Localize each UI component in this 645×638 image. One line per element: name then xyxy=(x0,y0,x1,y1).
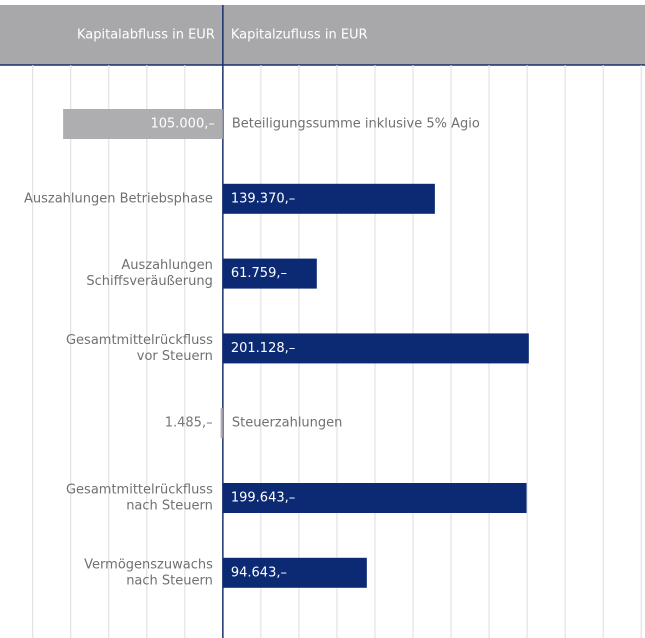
bar xyxy=(222,183,435,214)
category-label: nach Steuern xyxy=(126,499,213,514)
category-label: Auszahlungen Betriebsphase xyxy=(24,191,213,206)
header-title: Kapitalzufluss in EUR xyxy=(231,28,368,43)
value-label: 1.485,– xyxy=(165,416,213,431)
bar xyxy=(63,109,223,139)
category-label: Steuerzahlungen xyxy=(232,416,343,431)
bar xyxy=(220,408,223,439)
bar xyxy=(222,483,527,513)
category-label: Beteiligungssumme inklusive 5% Agio xyxy=(232,117,480,132)
bar xyxy=(222,258,317,289)
header-band xyxy=(0,5,645,65)
value-label: 61.759,– xyxy=(231,266,287,281)
value-label: 199.643,– xyxy=(231,491,295,506)
bar xyxy=(222,557,367,588)
category-label: Schiffsveräußerung xyxy=(86,274,212,289)
bar xyxy=(222,333,529,364)
category-label: Vermögenszuwachs xyxy=(84,557,213,572)
category-label: Gesamtmittelrückfluss xyxy=(66,333,213,348)
category-label: nach Steuern xyxy=(126,573,213,588)
category-label: vor Steuern xyxy=(137,349,213,364)
value-label: 139.370,– xyxy=(231,191,295,206)
value-label: 94.643,– xyxy=(231,565,287,580)
category-label: Gesamtmittelrückfluss xyxy=(66,483,213,498)
value-label: 105.000,– xyxy=(150,117,214,132)
header-title: Kapitalabfluss in EUR xyxy=(77,28,215,43)
value-label: 201.128,– xyxy=(231,341,295,356)
category-label: Auszahlungen xyxy=(121,258,213,273)
